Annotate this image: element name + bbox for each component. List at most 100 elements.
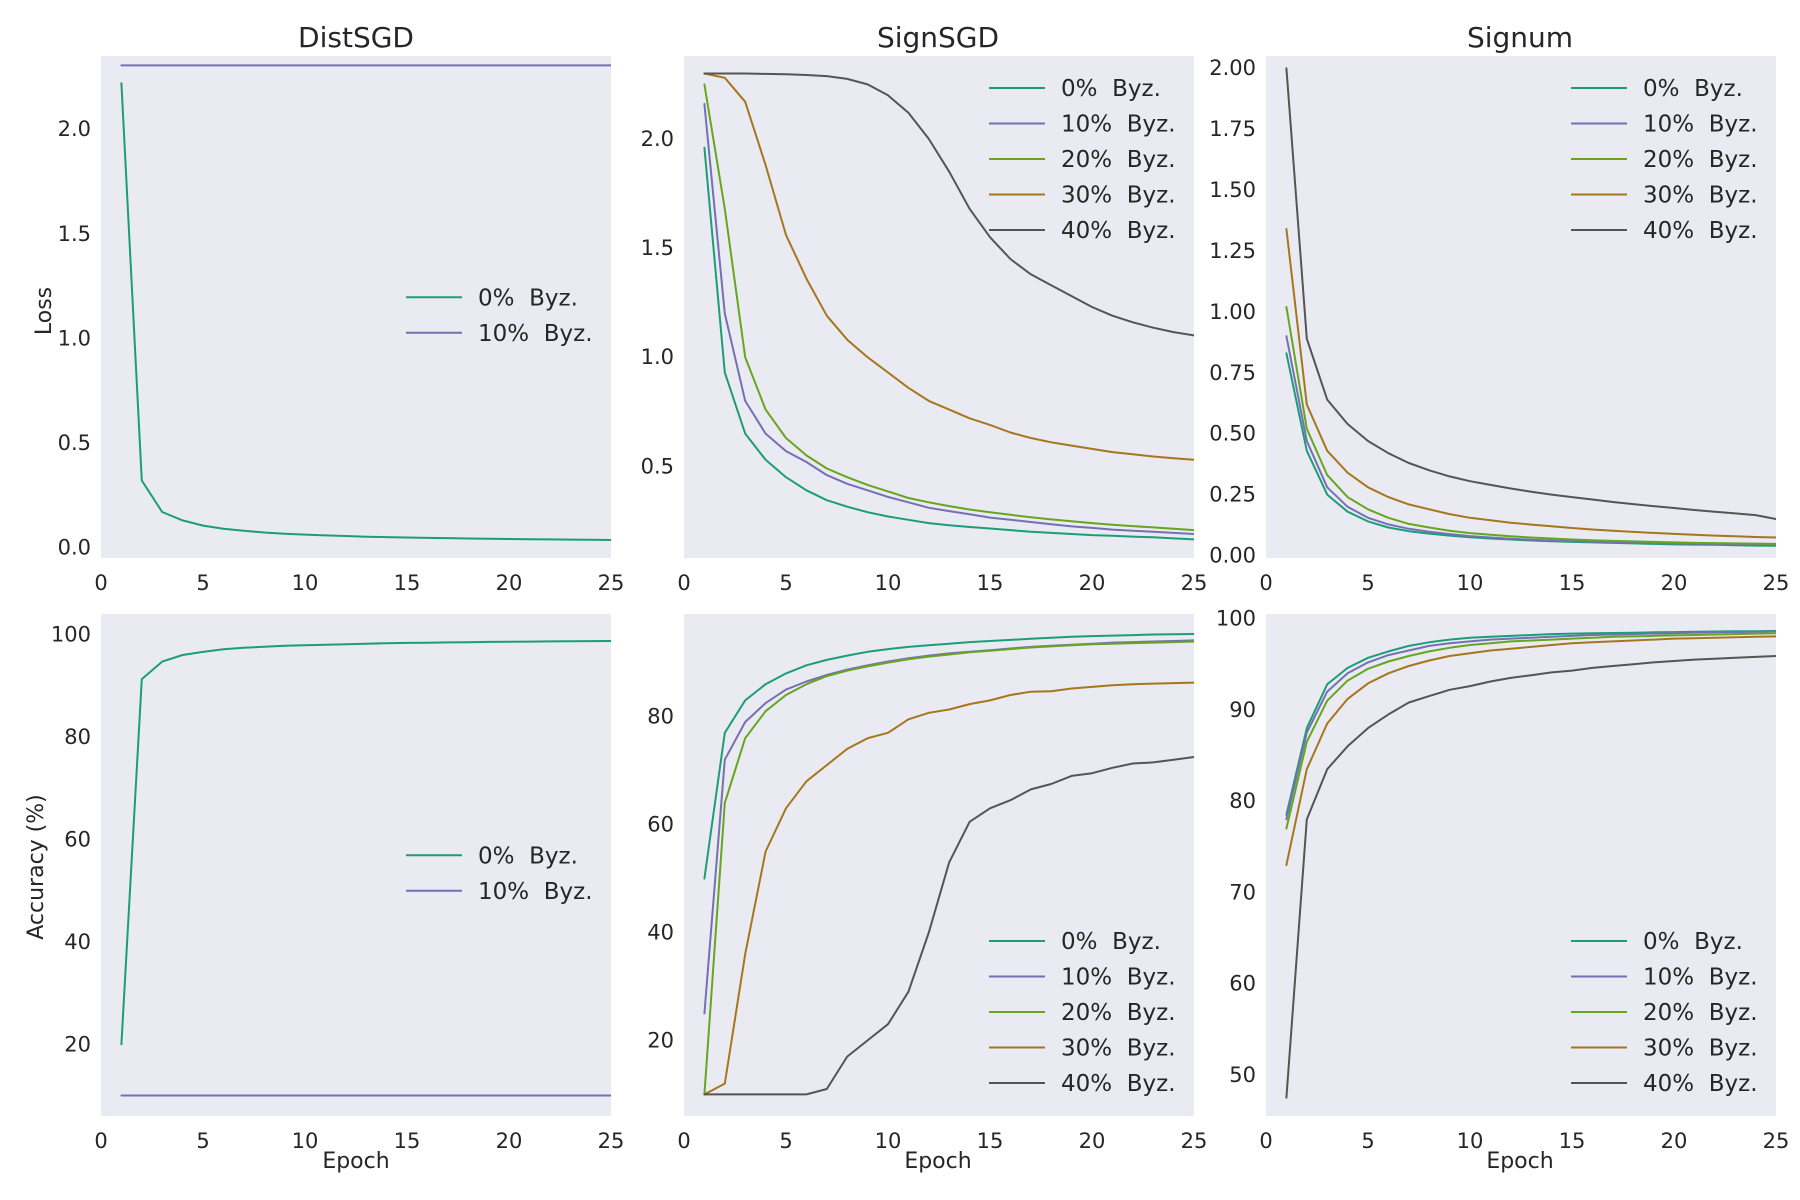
x-tick-label: 25 xyxy=(1181,1129,1208,1153)
series-line-4 xyxy=(703,72,1194,337)
series-line-2 xyxy=(703,640,1194,1096)
x-tick-label: 20 xyxy=(496,571,523,595)
x-tick-label: 0 xyxy=(1259,571,1272,595)
legend-label: 20% Byz. xyxy=(1643,1000,1758,1026)
xlabel-epoch: Epoch xyxy=(904,1149,971,1174)
series-line-4 xyxy=(703,756,1194,1096)
legend-label: 20% Byz. xyxy=(1061,1000,1176,1026)
y-tick-label: 0.75 xyxy=(1209,361,1256,385)
y-tick-label: 60 xyxy=(64,827,91,851)
x-tick-label: 20 xyxy=(1079,1129,1106,1153)
y-tick-label: 80 xyxy=(1229,789,1256,813)
y-tick-label: 60 xyxy=(1229,972,1256,996)
series-line-3 xyxy=(703,681,1194,1096)
series-line-2 xyxy=(1285,306,1776,545)
legend-label: 30% Byz. xyxy=(1643,1036,1758,1062)
legend-label: 0% Byz. xyxy=(1061,929,1161,955)
y-tick-label: 1.75 xyxy=(1209,117,1256,141)
legend-label: 40% Byz. xyxy=(1643,218,1758,244)
plot-area xyxy=(684,56,1194,558)
legend-label: 40% Byz. xyxy=(1061,218,1176,244)
legend-label: 10% Byz. xyxy=(1061,112,1176,138)
y-tick-label: 0.50 xyxy=(1209,422,1256,446)
title-signum: Signum xyxy=(1467,21,1573,54)
panel-signum-accuracy: Epoch 0 5 10 15 20 25 50 60 70 80 90 100 0% Byz. 10% … xyxy=(1216,607,1789,1174)
legend-label: 10% Byz. xyxy=(1643,112,1758,138)
series-line-1 xyxy=(703,639,1194,1015)
y-tick-label: 60 xyxy=(647,813,674,837)
series-line-4 xyxy=(1285,67,1776,520)
legend-label: 10% Byz. xyxy=(478,321,593,347)
legend-label: 10% Byz. xyxy=(478,879,593,905)
x-tick-label: 25 xyxy=(598,571,625,595)
y-tick-label: 80 xyxy=(647,705,674,729)
x-tick-label: 20 xyxy=(496,1129,523,1153)
legend-label: 0% Byz. xyxy=(1643,929,1743,955)
x-tick-label: 25 xyxy=(1181,571,1208,595)
panel-distsgd-loss: DistSGD Loss 0 5 10 15 20 25 0.0 0.5 1.0 1.5 2.0 0%… xyxy=(32,21,624,595)
series-line-0 xyxy=(703,146,1194,541)
x-tick-label: 15 xyxy=(394,1129,421,1153)
y-tick-label: 40 xyxy=(647,920,674,944)
x-tick-label: 0 xyxy=(1259,1129,1272,1153)
x-tick-label: 15 xyxy=(977,1129,1004,1153)
y-tick-label: 100 xyxy=(1216,607,1256,631)
legend-label: 30% Byz. xyxy=(1643,183,1758,209)
y-tick-label: 1.00 xyxy=(1209,300,1256,324)
x-tick-label: 10 xyxy=(292,1129,319,1153)
y-tick-label: 50 xyxy=(1229,1063,1256,1087)
x-tick-label: 0 xyxy=(94,571,107,595)
x-tick-label: 5 xyxy=(1361,571,1374,595)
x-tick-label: 5 xyxy=(196,1129,209,1153)
ylabel-loss: Loss xyxy=(32,287,57,335)
x-tick-label: 10 xyxy=(875,571,902,595)
y-tick-label: 1.5 xyxy=(641,236,674,260)
x-tick-label: 10 xyxy=(1457,1129,1484,1153)
legend-label: 10% Byz. xyxy=(1061,965,1176,991)
legend-label: 0% Byz. xyxy=(478,285,578,311)
legend-label: 0% Byz. xyxy=(1061,76,1161,102)
y-tick-label: 70 xyxy=(1229,880,1256,904)
y-tick-label: 1.0 xyxy=(641,345,674,369)
legend-label: 30% Byz. xyxy=(1061,183,1176,209)
y-tick-label: 20 xyxy=(647,1028,674,1052)
legend-label: 40% Byz. xyxy=(1643,1071,1758,1097)
y-tick-label: 20 xyxy=(64,1032,91,1056)
x-tick-label: 20 xyxy=(1661,571,1688,595)
panel-signum-loss: Signum 0 5 10 15 20 25 0.00 0.25 0.50 0.75 1.00 1.2… xyxy=(1209,21,1789,595)
x-tick-label: 25 xyxy=(1763,1129,1790,1153)
series-line-1 xyxy=(703,103,1194,535)
x-tick-label: 10 xyxy=(292,571,319,595)
y-tick-label: 100 xyxy=(51,622,91,646)
y-tick-label: 2.00 xyxy=(1209,56,1256,80)
legend-label: 0% Byz. xyxy=(1643,76,1743,102)
xlabel-epoch: Epoch xyxy=(322,1149,389,1174)
panel-signsgd-loss: SignSGD 0 5 10 15 20 25 0.5 1.0 1.5 2.0 0% Byz. 10%… xyxy=(641,21,1208,595)
x-tick-label: 20 xyxy=(1661,1129,1688,1153)
x-tick-label: 5 xyxy=(1361,1129,1374,1153)
title-signsgd: SignSGD xyxy=(877,21,999,54)
series-line-0 xyxy=(120,82,611,541)
series-line-4 xyxy=(1285,655,1776,1099)
series-line-2 xyxy=(703,83,1194,532)
y-tick-label: 1.5 xyxy=(58,222,91,246)
legend-label: 20% Byz. xyxy=(1643,147,1758,173)
x-tick-label: 0 xyxy=(677,1129,690,1153)
y-tick-label: 0.0 xyxy=(58,536,91,560)
series-line-3 xyxy=(1285,635,1776,866)
panel-signsgd-accuracy: Epoch 0 5 10 15 20 25 20 40 60 80 0% Byz. 10% Byz. 2… xyxy=(647,614,1207,1174)
series-line-0 xyxy=(703,633,1194,880)
y-tick-label: 0.5 xyxy=(641,454,674,478)
ylabel-accuracy: Accuracy (%) xyxy=(24,794,49,940)
x-tick-label: 15 xyxy=(1559,571,1586,595)
x-tick-label: 5 xyxy=(196,571,209,595)
x-tick-label: 0 xyxy=(677,571,690,595)
y-tick-label: 40 xyxy=(64,930,91,954)
x-tick-label: 5 xyxy=(779,1129,792,1153)
y-tick-label: 1.25 xyxy=(1209,239,1256,263)
x-tick-label: 0 xyxy=(94,1129,107,1153)
plot-area xyxy=(1266,614,1776,1116)
x-tick-label: 10 xyxy=(1457,571,1484,595)
y-tick-label: 0.5 xyxy=(58,431,91,455)
